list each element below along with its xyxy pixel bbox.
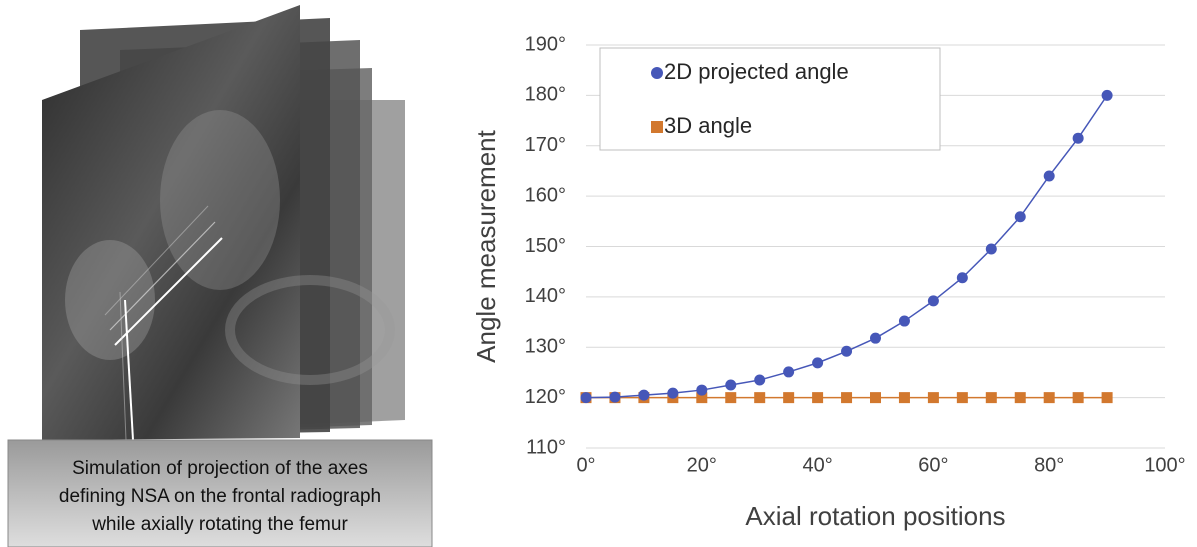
marker (870, 392, 881, 404)
y-tick-label: 110° (526, 436, 566, 458)
marker (1043, 392, 1055, 404)
marker (754, 374, 766, 386)
marker (1043, 170, 1055, 182)
marker (580, 392, 592, 404)
legend-marker (651, 67, 663, 79)
marker (1101, 89, 1113, 101)
marker (1072, 392, 1084, 404)
x-tick-label: 100° (1144, 454, 1185, 476)
radiograph-stack (42, 5, 405, 441)
marker (956, 392, 968, 404)
marker (812, 357, 824, 369)
marker (841, 345, 853, 357)
marker (956, 272, 968, 284)
y-tick-label: 180° (525, 84, 566, 106)
marker (812, 392, 824, 404)
legend-label: 3D angle (664, 113, 752, 138)
marker (985, 392, 997, 404)
legend-marker (651, 121, 663, 133)
y-tick-label: 190° (525, 33, 566, 55)
marker (783, 392, 795, 404)
marker (783, 366, 795, 378)
marker (696, 384, 708, 396)
chart: 110° 120° 130° 140° 150° 160° 170° 180° 190° 0° 20… (471, 33, 1186, 531)
marker (870, 332, 881, 344)
marker (725, 379, 737, 391)
marker (898, 315, 910, 327)
marker (696, 392, 708, 404)
y-tick-label: 130° (525, 336, 566, 358)
marker (1014, 211, 1026, 223)
marker (898, 392, 910, 404)
caption: Simulation of projection of the axes defi… (59, 458, 381, 535)
y-tick-label: 140° (525, 285, 566, 307)
marker (1014, 392, 1026, 404)
marker (667, 387, 679, 399)
x-tick-label: 60° (918, 454, 948, 476)
marker (927, 392, 939, 404)
marker (985, 243, 997, 255)
x-tick-label: 20° (687, 454, 717, 476)
y-tick-label: 150° (525, 235, 566, 257)
x-tick-label: 0° (576, 454, 595, 476)
y-tick-label: 160° (525, 184, 566, 206)
caption-line: while axially rotating the femur (91, 514, 348, 535)
marker (609, 391, 621, 403)
x-axis-title: Axial rotation positions (745, 501, 1005, 531)
marker (754, 392, 766, 404)
caption-line: Simulation of projection of the axes (72, 458, 368, 479)
marker (1072, 132, 1084, 144)
x-tick-label: 40° (802, 454, 832, 476)
marker (841, 392, 853, 404)
y-tick-label: 170° (525, 134, 566, 156)
x-tick-label: 80° (1034, 454, 1064, 476)
marker (725, 392, 737, 404)
caption-box (7, 439, 433, 547)
caption-line: defining NSA on the frontal radiograph (59, 486, 381, 507)
y-tick-label: 120° (525, 386, 566, 408)
marker (638, 389, 650, 401)
legend-label: 2D projected angle (664, 59, 849, 84)
y-axis-title: Angle measurement (471, 129, 501, 362)
marker (927, 295, 939, 307)
marker (1101, 392, 1113, 404)
